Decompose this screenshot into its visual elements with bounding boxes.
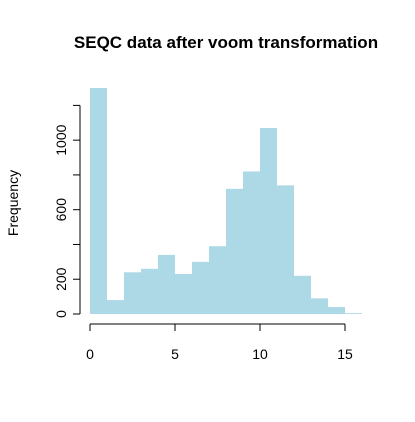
histogram-bar	[243, 171, 260, 314]
x-tick-label: 15	[337, 346, 353, 362]
x-tick-label: 10	[252, 346, 268, 362]
chart-title: SEQC data after voom transformation	[74, 33, 378, 52]
histogram-bar	[226, 188, 243, 314]
y-tick-label: 0	[53, 310, 69, 318]
histogram-bar	[90, 88, 107, 314]
histogram-bar	[294, 275, 311, 314]
y-axis-label: Frequency	[5, 170, 21, 236]
histogram-bar	[124, 272, 141, 314]
histogram-bar	[209, 246, 226, 314]
histogram-bar	[192, 261, 209, 314]
y-tick-label: 200	[53, 267, 69, 291]
axes-layer: 0 5 10 15 0 200 600 1000	[53, 104, 353, 362]
histogram-bar	[345, 313, 362, 314]
histogram-bar	[277, 185, 294, 314]
histogram-bar	[158, 254, 175, 314]
y-tick-label: 600	[53, 198, 69, 222]
histogram-bar	[260, 127, 277, 314]
x-tick-label: 0	[86, 346, 94, 362]
histogram-bar	[107, 300, 124, 314]
histogram-bar	[175, 274, 192, 314]
y-tick-label: 1000	[53, 124, 69, 155]
bars-layer	[90, 88, 362, 314]
histogram-bar	[311, 298, 328, 314]
histogram-bar	[328, 307, 345, 314]
histogram-bar	[141, 268, 158, 314]
x-tick-label: 5	[171, 346, 179, 362]
